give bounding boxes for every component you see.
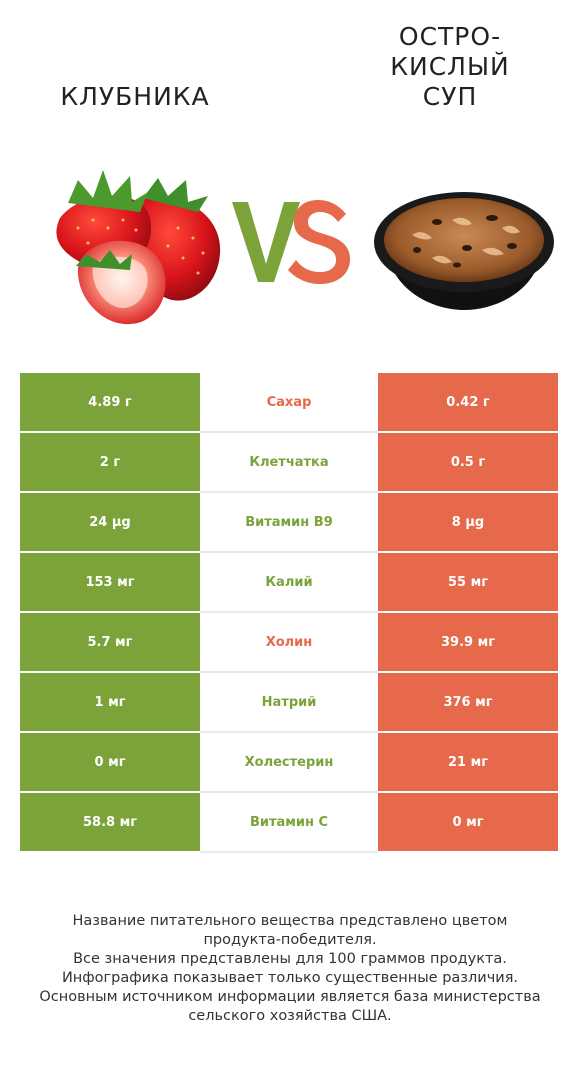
right-food-title: остро- кислый суп [340, 22, 560, 112]
footer-line: Инфографика показывает только существенн… [61, 970, 519, 986]
row-divider [378, 431, 558, 433]
left-value-cell: 5.7 мг [20, 613, 200, 671]
left-value-cell: 0 мг [20, 733, 200, 791]
table-row: 153 мг Калий 55 мг [20, 553, 558, 613]
footer-line: Название питательного вещества представл… [72, 913, 508, 929]
footer-line: Все значения представлены для 100 граммо… [73, 951, 507, 967]
row-divider [20, 491, 200, 493]
footer-line: сельского хозяйства США. [188, 1008, 392, 1024]
nutrient-name-cell: Клетчатка [200, 433, 378, 491]
table-row: 2 г Клетчатка 0.5 г [20, 433, 558, 493]
table-row: 1 мг Натрий 376 мг [20, 673, 558, 733]
right-value-cell: 55 мг [378, 553, 558, 611]
row-divider [20, 611, 200, 613]
left-value-cell: 24 µg [20, 493, 200, 551]
nutrient-name-cell: Натрий [200, 673, 378, 731]
table-row: 5.7 мг Холин 39.9 мг [20, 613, 558, 673]
row-divider [20, 431, 200, 433]
right-value-cell: 0.5 г [378, 433, 558, 491]
right-food-title-line: суп [422, 82, 478, 111]
row-divider [200, 551, 378, 553]
strawberry-image [56, 170, 221, 325]
right-value-cell: 8 µg [378, 493, 558, 551]
nutrient-name-cell: Холестерин [200, 733, 378, 791]
footer-line: продукта-победителя. [203, 932, 377, 948]
right-food-title-line: остро- [398, 22, 502, 51]
row-divider [378, 791, 558, 793]
left-value-cell: 2 г [20, 433, 200, 491]
left-value-cell: 58.8 мг [20, 793, 200, 851]
row-divider [200, 491, 378, 493]
left-value-cell: 153 мг [20, 553, 200, 611]
right-value-cell: 21 мг [378, 733, 558, 791]
right-value-cell: 0.42 г [378, 373, 558, 431]
row-divider [378, 611, 558, 613]
soup-bowl-image [374, 192, 554, 310]
nutrient-name-cell: Витамин C [200, 793, 378, 851]
nutrient-name-cell: Калий [200, 553, 378, 611]
row-divider [378, 551, 558, 553]
row-divider [20, 731, 200, 733]
vs-label [232, 200, 350, 284]
row-divider [20, 551, 200, 553]
row-divider [378, 671, 558, 673]
row-divider [378, 731, 558, 733]
row-divider [378, 851, 558, 853]
row-divider [20, 791, 200, 793]
vs-v-letter [232, 202, 300, 282]
left-value-cell: 1 мг [20, 673, 200, 731]
row-divider [200, 731, 378, 733]
table-row: 24 µg Витамин B9 8 µg [20, 493, 558, 553]
row-divider [20, 851, 200, 853]
row-divider [200, 671, 378, 673]
right-value-cell: 376 мг [378, 673, 558, 731]
table-row: 0 мг Холестерин 21 мг [20, 733, 558, 793]
right-value-cell: 39.9 мг [378, 613, 558, 671]
row-divider [200, 791, 378, 793]
row-divider [200, 611, 378, 613]
left-food-title-text: клубника [60, 82, 210, 111]
row-divider [20, 671, 200, 673]
table-row: 4.89 г Сахар 0.42 г [20, 373, 558, 433]
row-divider [200, 851, 378, 853]
right-food-title-line: кислый [390, 52, 510, 81]
row-divider [200, 431, 378, 433]
vs-s-letter [288, 200, 350, 284]
nutrient-name-cell: Холин [200, 613, 378, 671]
nutrient-name-cell: Сахар [200, 373, 378, 431]
left-food-title: клубника [20, 82, 250, 112]
footer-line: Основным источником информации является … [39, 989, 541, 1005]
right-value-cell: 0 мг [378, 793, 558, 851]
row-divider [378, 491, 558, 493]
footer-notes: Название питательного вещества представл… [20, 912, 560, 1026]
nutrient-name-cell: Витамин B9 [200, 493, 378, 551]
left-value-cell: 4.89 г [20, 373, 200, 431]
